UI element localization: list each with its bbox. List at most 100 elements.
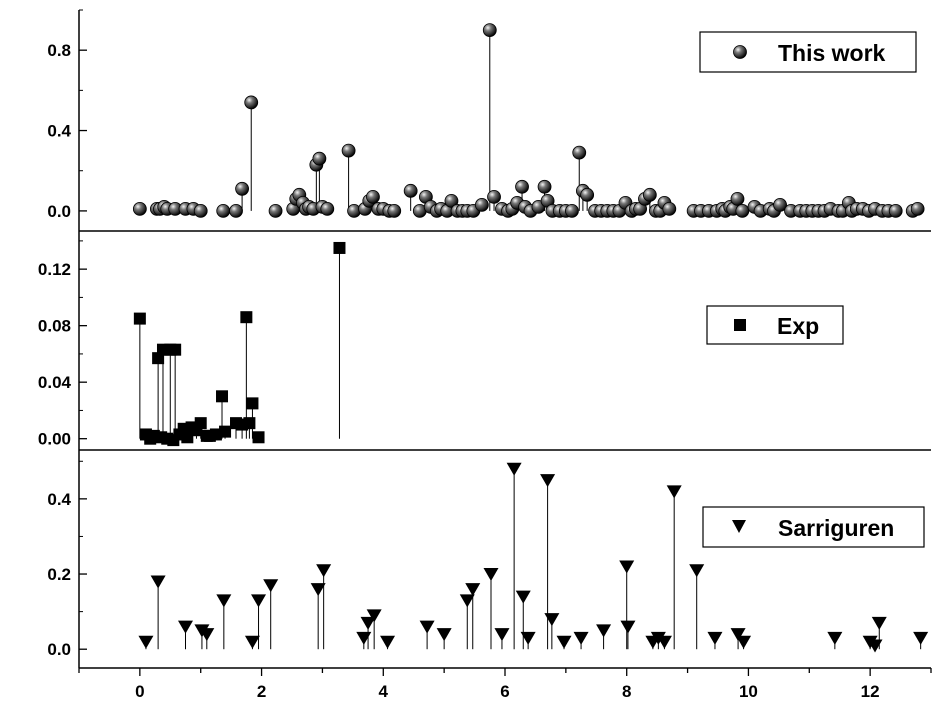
square-marker bbox=[246, 397, 259, 410]
panel-this-work: 0.0 0.4 0.8 This work bbox=[47, 9, 925, 221]
legend-exp: Exp bbox=[706, 305, 844, 345]
square-marker bbox=[133, 312, 146, 325]
sphere-marker bbox=[268, 204, 283, 218]
sphere-marker bbox=[730, 191, 745, 206]
sphere-marker bbox=[403, 183, 418, 198]
triangle-marker bbox=[459, 594, 475, 608]
x-tick-label: 12 bbox=[861, 682, 880, 701]
sphere-marker bbox=[537, 179, 552, 194]
sphere-marker bbox=[229, 204, 243, 218]
triangle-marker bbox=[436, 628, 452, 642]
plot-frame bbox=[78, 10, 931, 669]
triangle-marker bbox=[620, 620, 636, 634]
legend-this-work: This work bbox=[699, 31, 917, 73]
triangle-marker bbox=[596, 624, 612, 638]
triangle-marker bbox=[650, 631, 666, 645]
sphere-marker bbox=[662, 201, 677, 216]
triangle-marker bbox=[244, 635, 260, 649]
y-tick-label: 0.08 bbox=[38, 317, 71, 336]
triangle-marker bbox=[540, 474, 556, 488]
sphere-marker bbox=[216, 204, 231, 218]
sphere-marker bbox=[565, 204, 579, 218]
triangle-marker bbox=[251, 594, 267, 608]
square-marker bbox=[209, 428, 222, 441]
panel-sarriguren: 0.0 0.2 0.4 0 2 4 6 8 10 12 Sarriguren bbox=[47, 460, 932, 701]
square-marker bbox=[243, 417, 256, 430]
triangle-marker bbox=[150, 575, 166, 589]
triangle-marker bbox=[380, 635, 396, 649]
legend-marker-sphere bbox=[733, 45, 747, 59]
triangle-marker bbox=[360, 616, 376, 630]
sphere-marker bbox=[515, 179, 529, 194]
square-marker bbox=[169, 343, 182, 356]
y-tick-label: 0.8 bbox=[47, 41, 71, 60]
y-tick-label: 0.4 bbox=[47, 122, 71, 141]
triangle-marker bbox=[736, 635, 752, 649]
sphere-marker bbox=[773, 197, 787, 212]
y-tick-label: 0.0 bbox=[47, 202, 71, 221]
legend-label-exp: Exp bbox=[777, 313, 819, 339]
x-tick-label: 2 bbox=[257, 682, 266, 701]
triangle-marker bbox=[483, 568, 499, 582]
sphere-marker bbox=[474, 197, 489, 212]
sphere-marker bbox=[487, 189, 501, 204]
triangle-marker bbox=[310, 583, 326, 597]
sphere-marker bbox=[312, 151, 327, 166]
triangle-marker bbox=[465, 583, 481, 597]
triangle-marker bbox=[707, 631, 723, 645]
sphere-marker bbox=[193, 204, 208, 218]
sphere-marker bbox=[132, 201, 147, 216]
y-tick-label: 0.04 bbox=[38, 373, 72, 392]
sphere-marker bbox=[387, 204, 402, 218]
sphere-marker bbox=[888, 204, 903, 218]
y-tick-label: 0.2 bbox=[47, 565, 71, 584]
sphere-marker bbox=[735, 204, 750, 218]
sphere-marker bbox=[642, 187, 657, 202]
square-marker bbox=[194, 417, 207, 430]
legend-marker-square bbox=[734, 319, 746, 331]
square-marker bbox=[240, 311, 253, 324]
triangle-marker bbox=[356, 631, 372, 645]
triangle-marker bbox=[506, 462, 522, 476]
sphere-marker bbox=[580, 187, 595, 202]
square-marker bbox=[333, 241, 346, 254]
square-marker bbox=[216, 390, 229, 403]
x-tick-label: 10 bbox=[739, 682, 758, 701]
triangle-marker bbox=[138, 635, 154, 649]
square-marker bbox=[219, 425, 232, 438]
legend-sarriguren: Sarriguren bbox=[702, 506, 925, 548]
triangle-marker bbox=[515, 590, 531, 604]
triangle-marker bbox=[871, 616, 887, 630]
sphere-marker bbox=[482, 23, 497, 37]
sphere-marker bbox=[444, 193, 459, 208]
y-tick-label: 0.12 bbox=[38, 260, 71, 279]
sphere-marker bbox=[572, 145, 587, 160]
x-tick-label: 0 bbox=[135, 682, 144, 701]
triangle-marker bbox=[544, 613, 560, 627]
triangle-marker bbox=[556, 635, 572, 649]
legend-label-this-work: This work bbox=[778, 40, 886, 66]
triangle-marker bbox=[867, 639, 883, 653]
triangle-marker bbox=[689, 564, 705, 578]
triangle-marker bbox=[666, 485, 682, 499]
triangle-marker bbox=[619, 560, 635, 574]
triangle-marker bbox=[366, 609, 382, 623]
triangle-marker bbox=[730, 628, 746, 642]
x-tick-label: 8 bbox=[622, 682, 631, 701]
y-tick-label: 0.0 bbox=[47, 640, 71, 659]
sphere-marker bbox=[910, 201, 925, 216]
sphere-marker bbox=[235, 181, 249, 196]
y-tick-label: 0.4 bbox=[47, 490, 71, 509]
triangle-marker bbox=[178, 620, 193, 634]
sphere-marker bbox=[341, 143, 356, 158]
sphere-marker bbox=[320, 201, 335, 216]
triangle-marker bbox=[827, 631, 843, 645]
legend-box bbox=[706, 305, 844, 345]
y-tick-label: 0.00 bbox=[38, 430, 71, 449]
triangle-marker bbox=[199, 628, 215, 642]
panel-exp: 0.00 0.04 0.08 0.12 Exp bbox=[38, 240, 844, 449]
legend-marker-triangle bbox=[732, 520, 746, 533]
square-marker bbox=[252, 431, 265, 444]
triangle-marker bbox=[216, 594, 232, 608]
